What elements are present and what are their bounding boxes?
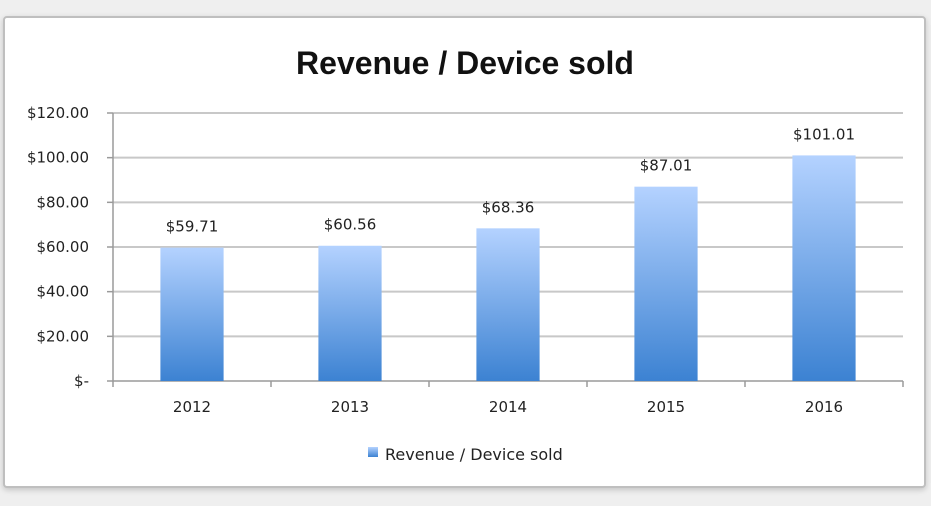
data-label: $101.01 [793,125,855,143]
y-tick-label: $100.00 [27,149,89,167]
x-tick-label: 2014 [489,398,527,416]
bar [634,186,698,381]
legend-label: Revenue / Device sold [385,445,563,464]
bar [792,155,856,381]
bar [476,228,540,381]
bar [160,247,224,381]
data-label: $59.71 [166,218,219,236]
x-tick-label: 2016 [805,398,843,416]
y-tick-label: $120.00 [27,104,89,122]
data-label: $68.36 [482,198,535,216]
legend-swatch [368,447,378,457]
x-tick-label: 2012 [173,398,211,416]
y-tick-label: $20.00 [37,327,90,345]
x-tick-label: 2013 [331,398,369,416]
y-tick-label: $40.00 [37,283,90,301]
legend: Revenue / Device sold [368,445,563,464]
y-tick-label: $80.00 [37,193,90,211]
x-tick-label: 2015 [647,398,685,416]
chart-frame [3,16,926,488]
gridlines [113,112,903,338]
bar [318,245,382,381]
y-tick-label: $- [74,372,89,390]
data-labels: $59.71 $60.56 $68.36 $87.01 $101.01 [166,125,855,235]
y-tick-label: $60.00 [37,238,90,256]
bars [160,155,856,381]
data-label: $60.56 [324,216,377,234]
data-label: $87.01 [640,157,693,175]
axes: $- $20.00 $40.00 $60.00 $80.00 $100.00 $120.00… [27,104,904,416]
chart-title: Revenue / Device sold [296,45,634,81]
